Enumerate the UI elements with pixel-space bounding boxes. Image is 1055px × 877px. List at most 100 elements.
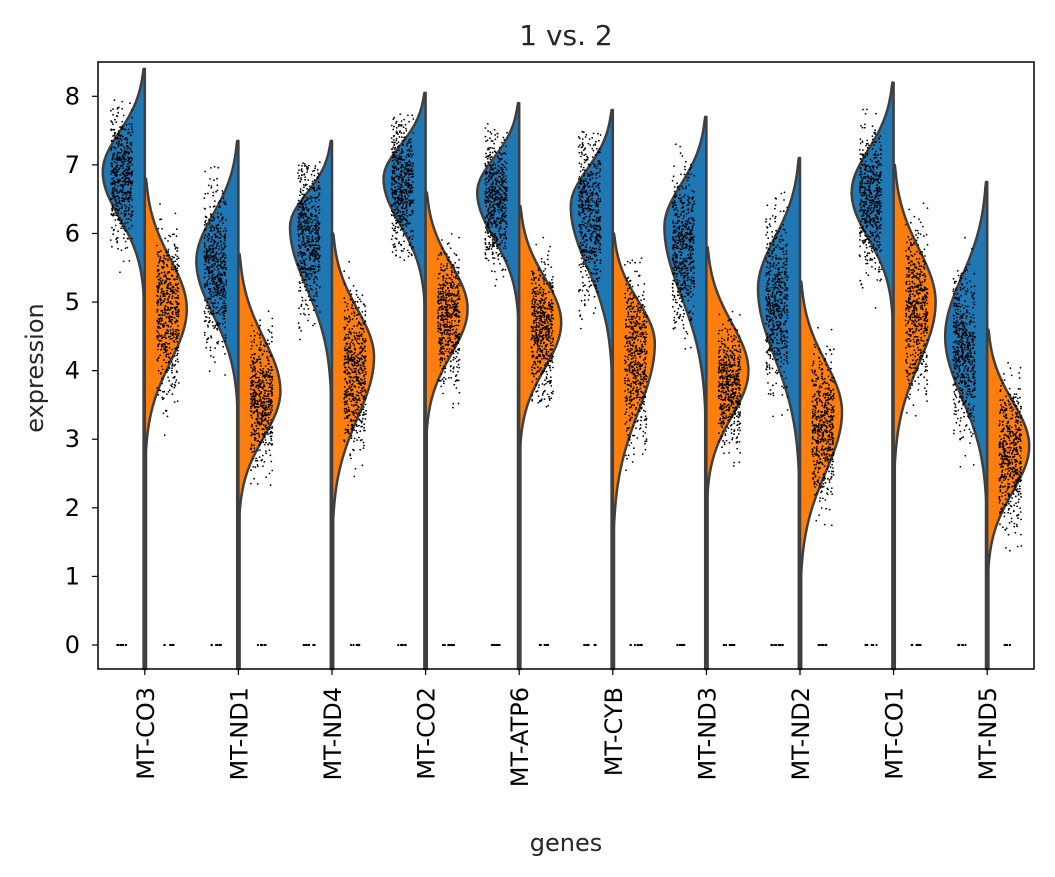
data-point <box>262 381 265 384</box>
data-point <box>163 300 166 303</box>
data-point <box>250 366 253 369</box>
data-point <box>113 134 116 137</box>
data-point <box>250 348 253 350</box>
data-point <box>447 294 450 297</box>
data-point <box>410 199 412 202</box>
data-point <box>121 200 124 203</box>
data-point <box>312 227 314 230</box>
data-point <box>453 310 456 312</box>
data-point <box>176 358 179 361</box>
data-point <box>347 366 350 369</box>
data-point <box>159 327 162 329</box>
data-point <box>172 260 175 263</box>
data-point <box>343 326 346 329</box>
data-point <box>538 370 541 373</box>
data-point <box>218 294 221 296</box>
data-point <box>349 351 352 354</box>
data-point <box>250 340 253 343</box>
data-point <box>251 376 254 378</box>
data-point <box>358 298 361 300</box>
data-point <box>357 380 360 382</box>
data-point <box>171 348 174 351</box>
data-point <box>220 277 223 280</box>
data-point <box>502 213 505 215</box>
data-point <box>213 217 216 220</box>
data-point <box>306 275 309 277</box>
data-point <box>488 187 491 190</box>
data-point <box>171 356 174 358</box>
data-point <box>124 183 126 186</box>
data-point <box>209 349 212 352</box>
data-point <box>454 287 457 289</box>
data-point <box>407 184 410 186</box>
data-point <box>495 251 498 254</box>
data-point <box>359 364 362 366</box>
data-point <box>501 152 504 155</box>
data-point <box>343 386 346 388</box>
data-point <box>124 137 127 140</box>
data-point <box>365 355 367 358</box>
data-point <box>457 282 460 285</box>
data-point <box>126 193 128 195</box>
data-point <box>268 375 270 377</box>
data-point <box>211 259 214 262</box>
data-point <box>205 216 208 219</box>
data-point <box>445 277 448 280</box>
data-point <box>398 175 401 178</box>
data-point <box>404 172 406 175</box>
data-point <box>402 159 405 161</box>
data-point <box>254 400 256 403</box>
data-point <box>271 444 273 446</box>
data-point <box>298 205 301 208</box>
data-point <box>204 192 207 195</box>
data-point <box>253 403 256 406</box>
data-point <box>447 337 449 340</box>
data-point <box>299 180 302 183</box>
data-point <box>532 295 535 298</box>
data-point <box>403 118 405 121</box>
data-point <box>457 342 460 344</box>
data-point <box>484 231 487 234</box>
data-point <box>504 203 506 206</box>
data-point <box>547 263 550 266</box>
data-point <box>406 154 409 156</box>
data-point <box>174 360 177 362</box>
data-point <box>446 331 449 334</box>
data-point <box>447 333 450 335</box>
data-point <box>393 162 396 165</box>
data-point <box>267 397 270 400</box>
data-point <box>176 305 179 308</box>
data-point <box>503 234 506 237</box>
data-point <box>258 434 260 436</box>
data-point <box>357 382 360 385</box>
data-point <box>221 255 224 258</box>
data-point <box>454 330 457 333</box>
data-point <box>442 345 444 348</box>
data-point <box>318 161 321 164</box>
data-point <box>344 412 347 414</box>
data-point <box>300 211 303 213</box>
data-point <box>160 288 163 291</box>
data-point <box>442 290 445 293</box>
data-point <box>456 277 459 280</box>
data-point <box>270 460 273 463</box>
data-point <box>500 193 503 196</box>
data-point <box>258 392 261 395</box>
data-point <box>259 385 262 388</box>
data-point <box>497 169 499 172</box>
data-point <box>400 202 402 204</box>
data-point <box>157 325 159 328</box>
data-point <box>534 319 537 322</box>
zero-point <box>302 643 305 647</box>
data-point <box>544 268 547 270</box>
data-point <box>355 373 358 376</box>
data-point <box>163 282 166 285</box>
data-point <box>501 166 503 169</box>
data-point <box>204 208 207 210</box>
data-point <box>445 306 448 309</box>
data-point <box>450 316 452 319</box>
data-point <box>130 213 133 216</box>
data-point <box>157 272 160 275</box>
data-point <box>400 218 403 221</box>
data-point <box>156 330 158 332</box>
